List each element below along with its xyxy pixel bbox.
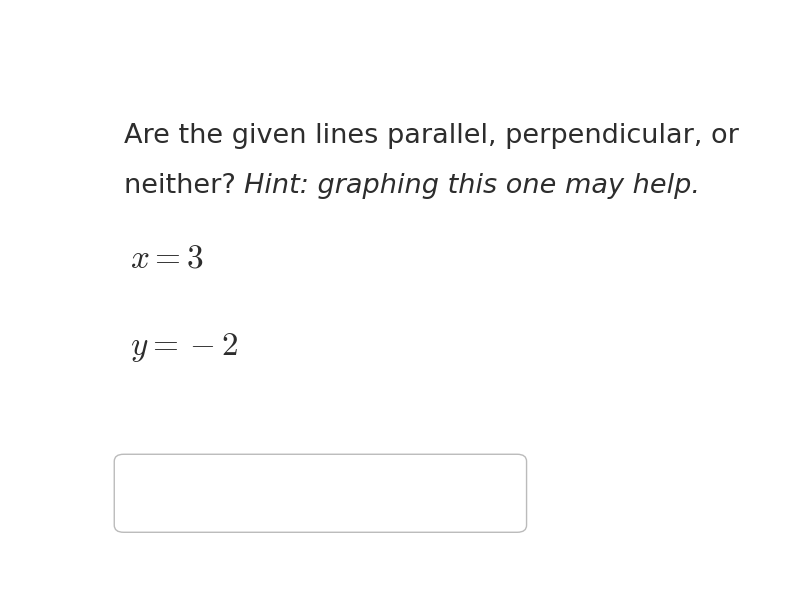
Text: $x = 3$: $x = 3$ bbox=[130, 241, 204, 274]
FancyBboxPatch shape bbox=[114, 454, 526, 532]
Text: $y = -2$: $y = -2$ bbox=[130, 332, 238, 364]
Text: Hint: graphing this one may help.: Hint: graphing this one may help. bbox=[244, 173, 700, 199]
Text: Are the given lines parallel, perpendicular, or: Are the given lines parallel, perpendicu… bbox=[123, 123, 738, 149]
Text: neither?: neither? bbox=[123, 173, 244, 199]
